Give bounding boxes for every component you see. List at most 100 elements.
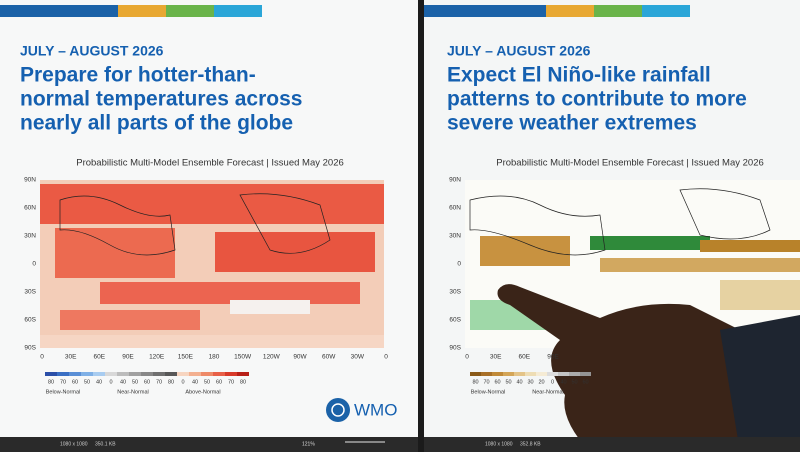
map-patch	[55, 228, 175, 278]
legend-swatch	[69, 372, 81, 376]
lon-label: 30E	[490, 354, 502, 361]
legend-value: 40	[120, 379, 126, 385]
zoom-level: 121%	[302, 441, 315, 447]
legend-category: Below-Normal	[46, 389, 81, 395]
legend-value: 70	[483, 379, 489, 385]
legend-value: 50	[505, 379, 511, 385]
zoom-slider[interactable]	[345, 441, 385, 443]
status-bar	[424, 437, 800, 452]
legend-value: 0	[551, 379, 554, 385]
legend-swatch	[213, 372, 225, 376]
lon-label: 150E	[178, 354, 194, 361]
legend-value: 60	[582, 379, 588, 385]
legend-category: Below-Normal	[471, 389, 506, 395]
wmo-emblem-globe	[331, 403, 345, 417]
legend-swatch	[536, 372, 547, 376]
lat-label: 30N	[24, 233, 36, 240]
legend-swatch	[503, 372, 514, 376]
lon-label: 60W	[322, 354, 336, 361]
map-patch	[215, 232, 375, 272]
legend-swatch	[470, 372, 481, 376]
legend-value: 80	[240, 379, 246, 385]
map-patch	[100, 282, 360, 304]
legend-swatch	[177, 372, 189, 376]
bar-segment	[166, 5, 214, 17]
legend-swatch	[569, 372, 580, 376]
sleeve	[720, 315, 800, 452]
lat-label: 60N	[449, 205, 461, 212]
legend-swatch	[153, 372, 165, 376]
lat-label: 60N	[24, 205, 36, 212]
lat-label: 60S	[449, 317, 461, 324]
coastline	[469, 188, 771, 256]
legend-value: 60	[494, 379, 500, 385]
image-size: 1080 x 1080	[60, 441, 88, 447]
temperature-map	[40, 180, 384, 348]
map-patch	[480, 236, 570, 266]
bar-segment	[424, 5, 546, 17]
map-patch	[230, 300, 310, 314]
legend-value: 50	[571, 379, 577, 385]
lon-label: 30W	[351, 354, 365, 361]
lat-label: 30S	[24, 289, 36, 296]
lat-label: 60S	[24, 317, 36, 324]
legend-swatch	[547, 372, 558, 376]
legend-swatch	[558, 372, 569, 376]
pointing-hand	[497, 284, 760, 452]
legend-swatch	[45, 372, 57, 376]
legend-value: 70	[156, 379, 162, 385]
lat-label: 90S	[24, 345, 36, 352]
headline: Prepare for hotter-than-	[20, 64, 256, 87]
date: JULY – AUGUST 2026	[447, 43, 591, 59]
legend-swatch	[525, 372, 536, 376]
file-size: 352.8 KB	[520, 441, 541, 447]
legend-swatch	[117, 372, 129, 376]
legend-value: 60	[144, 379, 150, 385]
wmo-emblem	[326, 398, 350, 422]
legend-value: 40	[96, 379, 102, 385]
bar-segment	[0, 5, 118, 17]
lat-label: 90N	[449, 177, 461, 184]
lat-label: 90S	[449, 345, 461, 352]
lat-label: 0	[457, 261, 461, 268]
headline: normal temperatures across	[20, 88, 302, 111]
map-patch	[60, 310, 200, 330]
legend-swatch	[201, 372, 213, 376]
logo: WMO	[354, 400, 397, 419]
lon-label: 30E	[65, 354, 77, 361]
lon-label: 90E	[122, 354, 134, 361]
legend-swatch	[492, 372, 503, 376]
file-size: 350.1 KB	[95, 441, 116, 447]
legend-swatch	[189, 372, 201, 376]
legend-swatch	[105, 372, 117, 376]
map-patch	[720, 280, 800, 310]
image-size: 1080 x 1080	[485, 441, 513, 447]
legend-value: 60	[72, 379, 78, 385]
map-patch	[40, 335, 384, 348]
subtitle: Probabilistic Multi-Model Ensemble Forec…	[496, 158, 764, 169]
legend-value: 70	[60, 379, 66, 385]
legend-swatch	[81, 372, 93, 376]
lon-label: 0	[40, 354, 44, 361]
legend-value: 50	[204, 379, 210, 385]
legend-swatch	[93, 372, 105, 376]
legend-value: 40	[192, 379, 198, 385]
legend-value: 80	[168, 379, 174, 385]
legend-swatch	[514, 372, 525, 376]
bar-segment	[214, 5, 262, 17]
legend-category: Near-Normal	[532, 389, 563, 395]
legend-swatch	[141, 372, 153, 376]
lon-label: 150W	[234, 354, 252, 361]
bar-segment	[642, 5, 690, 17]
legend-value: 0	[109, 379, 112, 385]
headline: nearly all parts of the globe	[20, 112, 293, 135]
lon-label: 120E	[149, 354, 165, 361]
legend-value: 40	[516, 379, 522, 385]
legend-value: 60	[216, 379, 222, 385]
legend-value: 80	[48, 379, 54, 385]
lon-label: 120W	[263, 354, 281, 361]
lat-label: 30S	[449, 289, 461, 296]
lon-label: 60E	[519, 354, 531, 361]
legend-swatch	[237, 372, 249, 376]
